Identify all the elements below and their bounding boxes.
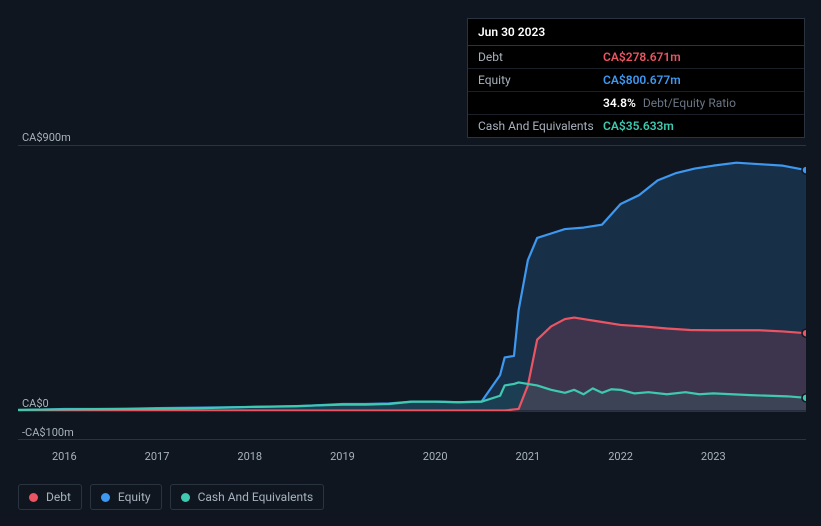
legend-label: Equity bbox=[118, 490, 151, 504]
tooltip-label: Debt bbox=[478, 50, 603, 64]
chart-tooltip: Jun 30 2023 Debt CA$278.671m Equity CA$8… bbox=[467, 18, 805, 138]
tooltip-date: Jun 30 2023 bbox=[468, 19, 804, 46]
tooltip-ratio-label: Debt/Equity Ratio bbox=[643, 96, 736, 110]
tooltip-label: Equity bbox=[478, 73, 603, 87]
x-axis: 2016 2017 2018 2019 2020 2021 2022 2023 bbox=[0, 450, 821, 470]
x-tick-label: 2016 bbox=[52, 450, 77, 463]
legend-item-equity[interactable]: Equity bbox=[90, 484, 162, 510]
plot-area[interactable] bbox=[18, 145, 806, 440]
x-tick-label: 2017 bbox=[145, 450, 170, 463]
tooltip-label: Cash And Equivalents bbox=[478, 119, 603, 133]
tooltip-row-cash: Cash And Equivalents CA$35.633m bbox=[468, 115, 804, 137]
tooltip-label bbox=[478, 96, 603, 110]
chart-svg bbox=[18, 145, 806, 440]
x-tick-label: 2022 bbox=[608, 450, 633, 463]
x-tick-label: 2023 bbox=[701, 450, 726, 463]
tooltip-value: CA$35.633m bbox=[603, 119, 674, 133]
tooltip-ratio-value: 34.8% bbox=[603, 96, 636, 110]
legend-label: Cash And Equivalents bbox=[198, 490, 314, 504]
y-tick-label: CA$900m bbox=[22, 131, 71, 144]
legend-label: Debt bbox=[46, 490, 71, 504]
tooltip-row-ratio: 34.8% Debt/Equity Ratio bbox=[468, 92, 804, 115]
x-tick-label: 2019 bbox=[330, 450, 355, 463]
tooltip-value: CA$278.671m bbox=[603, 50, 681, 64]
legend: Debt Equity Cash And Equivalents bbox=[18, 484, 324, 510]
series-marker-debt bbox=[802, 329, 806, 337]
tooltip-value: CA$800.677m bbox=[603, 73, 681, 87]
x-tick-label: 2018 bbox=[237, 450, 262, 463]
tooltip-row-equity: Equity CA$800.677m bbox=[468, 69, 804, 92]
legend-dot-icon bbox=[101, 493, 110, 502]
legend-item-cash[interactable]: Cash And Equivalents bbox=[170, 484, 325, 510]
series-marker-equity bbox=[802, 166, 806, 174]
debt-equity-chart: Jun 30 2023 Debt CA$278.671m Equity CA$8… bbox=[0, 0, 821, 526]
x-tick-label: 2021 bbox=[516, 450, 541, 463]
legend-dot-icon bbox=[181, 493, 190, 502]
legend-item-debt[interactable]: Debt bbox=[18, 484, 82, 510]
x-tick-label: 2020 bbox=[423, 450, 448, 463]
series-marker-cash bbox=[802, 394, 806, 402]
legend-dot-icon bbox=[29, 493, 38, 502]
tooltip-row-debt: Debt CA$278.671m bbox=[468, 46, 804, 69]
grid-line bbox=[18, 411, 806, 412]
grid-line bbox=[18, 145, 806, 146]
